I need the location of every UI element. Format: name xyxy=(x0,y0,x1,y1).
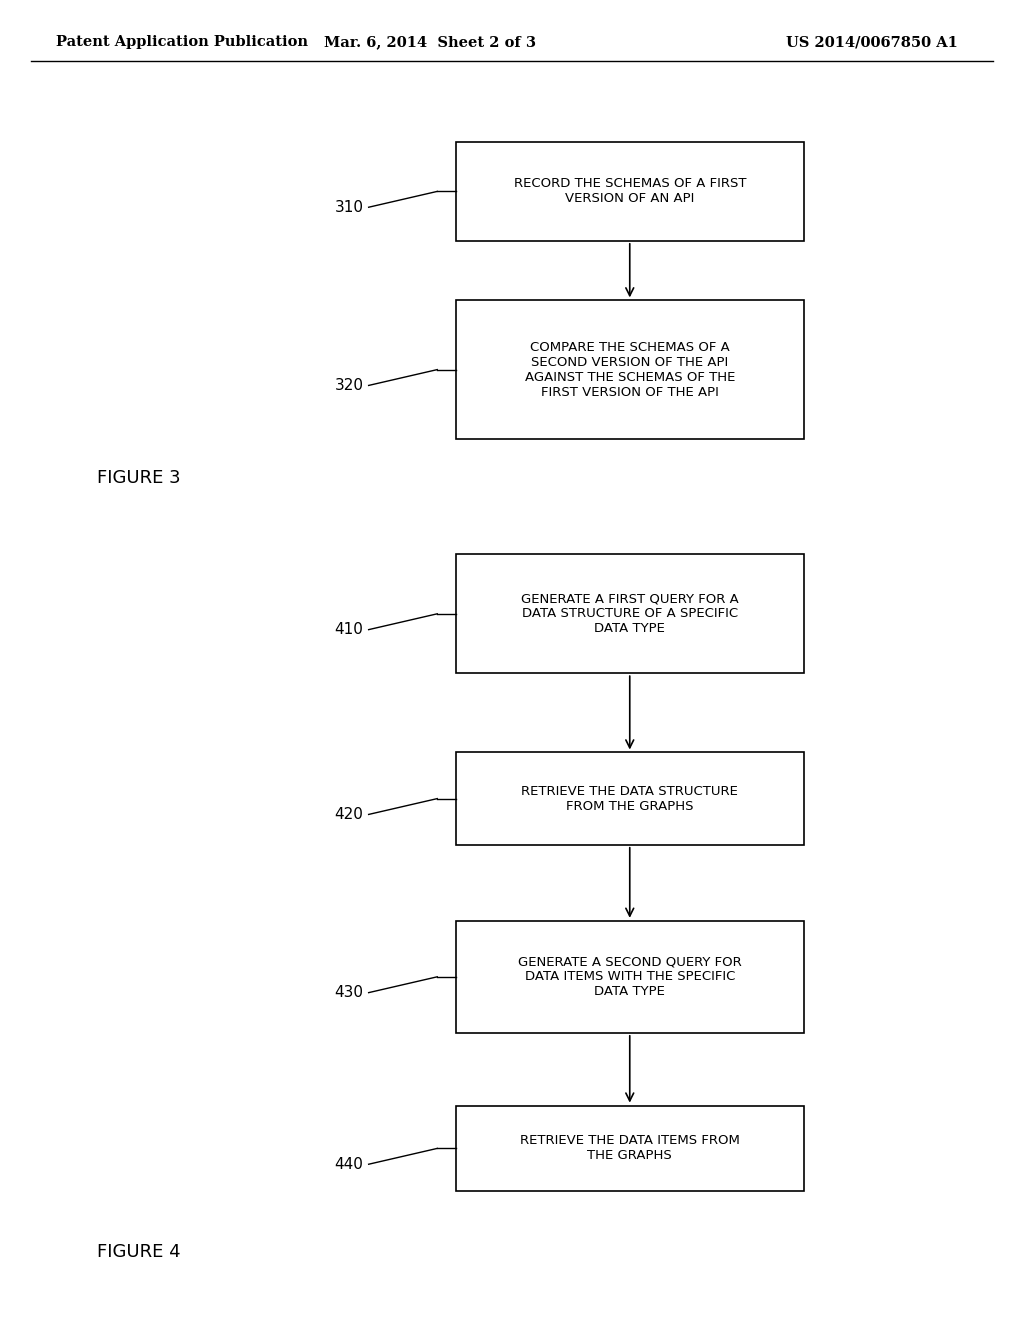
Text: 430: 430 xyxy=(335,985,364,1001)
Text: Patent Application Publication: Patent Application Publication xyxy=(56,36,308,49)
Text: Mar. 6, 2014  Sheet 2 of 3: Mar. 6, 2014 Sheet 2 of 3 xyxy=(324,36,537,49)
Text: 440: 440 xyxy=(335,1156,364,1172)
Bar xyxy=(456,554,804,673)
Bar xyxy=(456,143,804,242)
Text: COMPARE THE SCHEMAS OF A
SECOND VERSION OF THE API
AGAINST THE SCHEMAS OF THE
FI: COMPARE THE SCHEMAS OF A SECOND VERSION … xyxy=(524,341,735,399)
Text: 310: 310 xyxy=(335,199,364,215)
Text: FIGURE 4: FIGURE 4 xyxy=(97,1243,181,1262)
Text: GENERATE A SECOND QUERY FOR
DATA ITEMS WITH THE SPECIFIC
DATA TYPE: GENERATE A SECOND QUERY FOR DATA ITEMS W… xyxy=(518,956,741,998)
Text: FIGURE 3: FIGURE 3 xyxy=(97,469,181,487)
Bar xyxy=(456,921,804,1032)
Text: US 2014/0067850 A1: US 2014/0067850 A1 xyxy=(785,36,957,49)
Text: RETRIEVE THE DATA ITEMS FROM
THE GRAPHS: RETRIEVE THE DATA ITEMS FROM THE GRAPHS xyxy=(520,1134,739,1163)
Text: 320: 320 xyxy=(335,378,364,393)
Bar xyxy=(456,752,804,845)
Bar xyxy=(456,300,804,438)
Text: 420: 420 xyxy=(335,807,364,822)
Bar xyxy=(456,1106,804,1191)
Text: GENERATE A FIRST QUERY FOR A
DATA STRUCTURE OF A SPECIFIC
DATA TYPE: GENERATE A FIRST QUERY FOR A DATA STRUCT… xyxy=(521,593,738,635)
Text: RECORD THE SCHEMAS OF A FIRST
VERSION OF AN API: RECORD THE SCHEMAS OF A FIRST VERSION OF… xyxy=(513,177,746,206)
Text: RETRIEVE THE DATA STRUCTURE
FROM THE GRAPHS: RETRIEVE THE DATA STRUCTURE FROM THE GRA… xyxy=(521,784,738,813)
Text: 410: 410 xyxy=(335,622,364,638)
